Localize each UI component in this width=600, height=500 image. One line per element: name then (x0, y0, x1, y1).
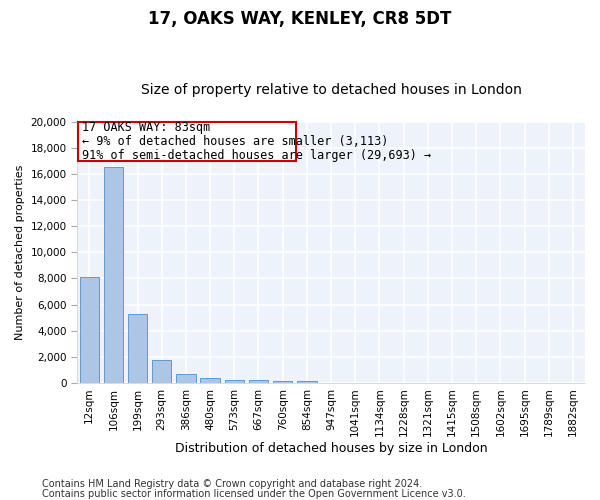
Text: 17 OAKS WAY: 83sqm: 17 OAKS WAY: 83sqm (82, 121, 210, 134)
Bar (80, 277, 99, 383)
Title: Size of property relative to detached houses in London: Size of property relative to detached ho… (140, 83, 521, 97)
Bar (200, 378, 220, 383)
X-axis label: Distribution of detached houses by size in London: Distribution of detached houses by size … (175, 442, 487, 455)
Bar (128, 314, 147, 383)
Y-axis label: Number of detached properties: Number of detached properties (15, 164, 25, 340)
Bar (104, 168, 123, 383)
Text: Contains HM Land Registry data © Crown copyright and database right 2024.: Contains HM Land Registry data © Crown c… (42, 479, 422, 489)
Text: 91% of semi-detached houses are larger (29,693) →: 91% of semi-detached houses are larger (… (82, 148, 431, 162)
FancyBboxPatch shape (79, 122, 296, 161)
Bar (176, 374, 196, 383)
Bar (224, 380, 244, 383)
Bar (152, 360, 172, 383)
Text: Contains public sector information licensed under the Open Government Licence v3: Contains public sector information licen… (42, 489, 466, 499)
Bar (249, 380, 268, 383)
Bar (297, 382, 317, 383)
Text: 17, OAKS WAY, KENLEY, CR8 5DT: 17, OAKS WAY, KENLEY, CR8 5DT (148, 10, 452, 28)
Bar (273, 380, 292, 383)
Text: ← 9% of detached houses are smaller (3,113): ← 9% of detached houses are smaller (3,1… (82, 135, 388, 148)
